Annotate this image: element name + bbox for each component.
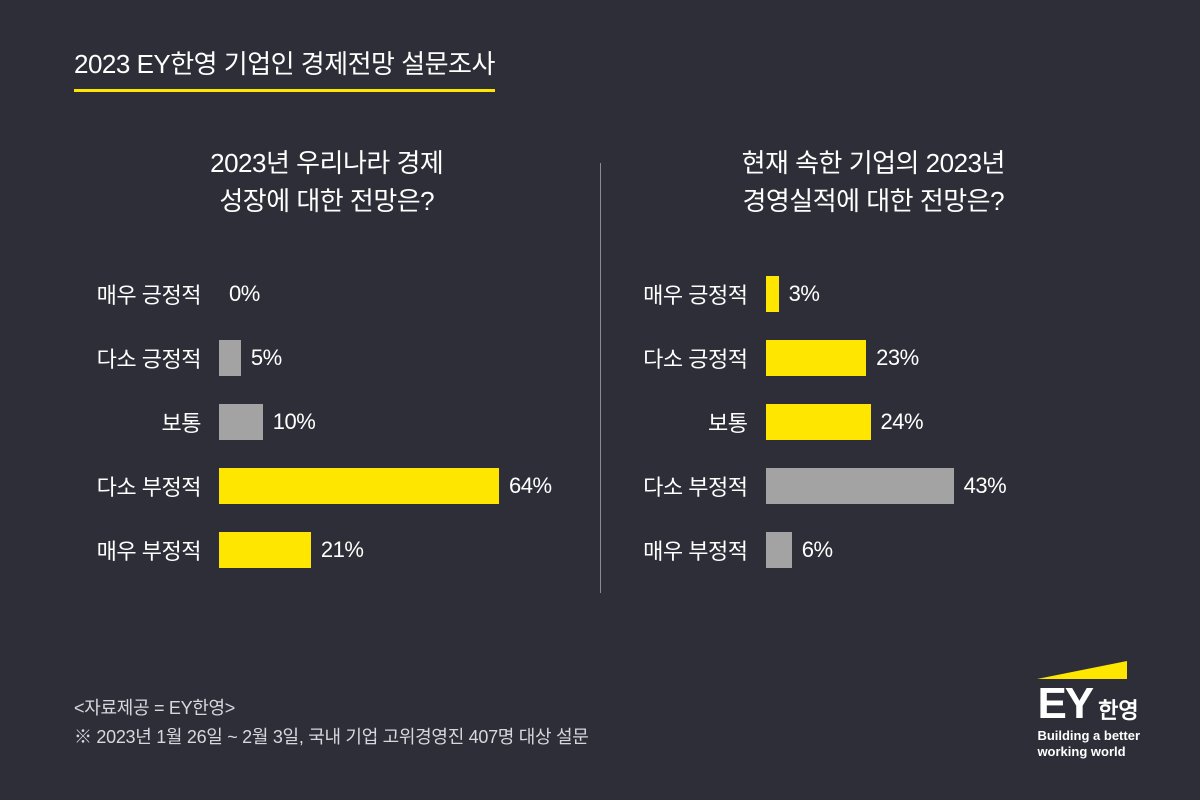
value-label: 23% [876,345,919,371]
row-label: 매우 긍정적 [631,278,766,310]
rows-left: 매우 긍정적 0% 다소 긍정적 5% 보통 10% 다소 부정적 64% 매우 부정적 21% [84,275,570,569]
value-label: 43% [964,473,1007,499]
bar-track: 21% [219,532,570,568]
bar [766,404,871,440]
chart-row: 보통 10% [84,403,570,441]
question-right-line1: 현재 속한 기업의 2023년 [742,148,1005,178]
question-left: 2023년 우리나라 경제 성장에 대한 전망은? [84,145,570,220]
bar-track: 64% [219,468,570,504]
question-right-line2: 경영실적에 대한 전망은? [742,186,1004,216]
value-label: 24% [881,409,924,435]
rows-right: 매우 긍정적 3% 다소 긍정적 23% 보통 24% 다소 부정적 43% 매우 부정적 6% [631,275,1117,569]
logo-tagline-line1: Building a better [1037,728,1140,743]
value-label: 6% [802,537,833,563]
row-label: 다소 긍정적 [84,342,219,374]
footer-line2: ※ 2023년 1월 26일 ~ 2월 3일, 국내 기업 고위경영진 407명… [74,723,589,752]
row-label: 매우 부정적 [84,534,219,566]
bar [766,468,954,504]
row-label: 보통 [631,406,766,438]
bar-track: 10% [219,404,570,440]
bar [219,532,311,568]
page-title: 2023 EY한영 기업인 경제전망 설문조사 [74,44,495,92]
question-right: 현재 속한 기업의 2023년 경영실적에 대한 전망은? [631,145,1117,220]
value-label: 64% [509,473,552,499]
bar [219,468,499,504]
row-label: 매우 부정적 [631,534,766,566]
bar-track: 23% [766,340,1117,376]
chart-row: 매우 긍정적 3% [631,275,1117,313]
row-label: 다소 부정적 [631,470,766,502]
question-left-line2: 성장에 대한 전망은? [219,186,434,216]
value-label: 21% [321,537,364,563]
logo-tagline: Building a better working world [1037,728,1140,761]
bar [766,276,779,312]
chart-row: 다소 부정적 64% [84,467,570,505]
bar [766,532,792,568]
value-label: 3% [789,281,820,307]
bar-track: 6% [766,532,1117,568]
chart-row: 다소 부정적 43% [631,467,1117,505]
value-label: 0% [229,281,260,307]
logo-text-row: EY 한영 [1037,682,1140,726]
value-label: 5% [251,345,282,371]
bar-track: 24% [766,404,1117,440]
header: 2023 EY한영 기업인 경제전망 설문조사 [74,44,495,92]
chart-row: 매우 긍정적 0% [84,275,570,313]
chart-row: 보통 24% [631,403,1117,441]
row-label: 다소 부정적 [84,470,219,502]
bar [766,340,867,376]
footer: <자료제공 = EY한영> ※ 2023년 1월 26일 ~ 2월 3일, 국내… [74,694,589,752]
value-label: 10% [273,409,316,435]
logo-tagline-line2: working world [1037,744,1125,759]
bar-track: 3% [766,276,1117,312]
panel-left: 2023년 우리나라 경제 성장에 대한 전망은? 매우 긍정적 0% 다소 긍정적… [74,145,600,595]
bar-track: 0% [219,276,570,312]
question-left-line1: 2023년 우리나라 경제 [210,148,443,178]
logo-kr-text: 한영 [1098,693,1138,725]
chart-panels: 2023년 우리나라 경제 성장에 대한 전망은? 매우 긍정적 0% 다소 긍정적… [74,145,1126,595]
row-label: 보통 [84,406,219,438]
chart-row: 매우 부정적 21% [84,531,570,569]
chart-row: 매우 부정적 6% [631,531,1117,569]
panel-right: 현재 속한 기업의 2023년 경영실적에 대한 전망은? 매우 긍정적 3% 다소… [601,145,1127,595]
logo-beam-icon [1037,661,1127,679]
chart-row: 다소 긍정적 23% [631,339,1117,377]
chart-row: 다소 긍정적 5% [84,339,570,377]
bar-track: 43% [766,468,1117,504]
bar [219,340,241,376]
logo-ey-text: EY [1037,682,1092,726]
row-label: 매우 긍정적 [84,278,219,310]
ey-logo: EY 한영 Building a better working world [1037,661,1140,761]
bar-track: 5% [219,340,570,376]
bar [219,404,263,440]
footer-line1: <자료제공 = EY한영> [74,694,589,723]
row-label: 다소 긍정적 [631,342,766,374]
